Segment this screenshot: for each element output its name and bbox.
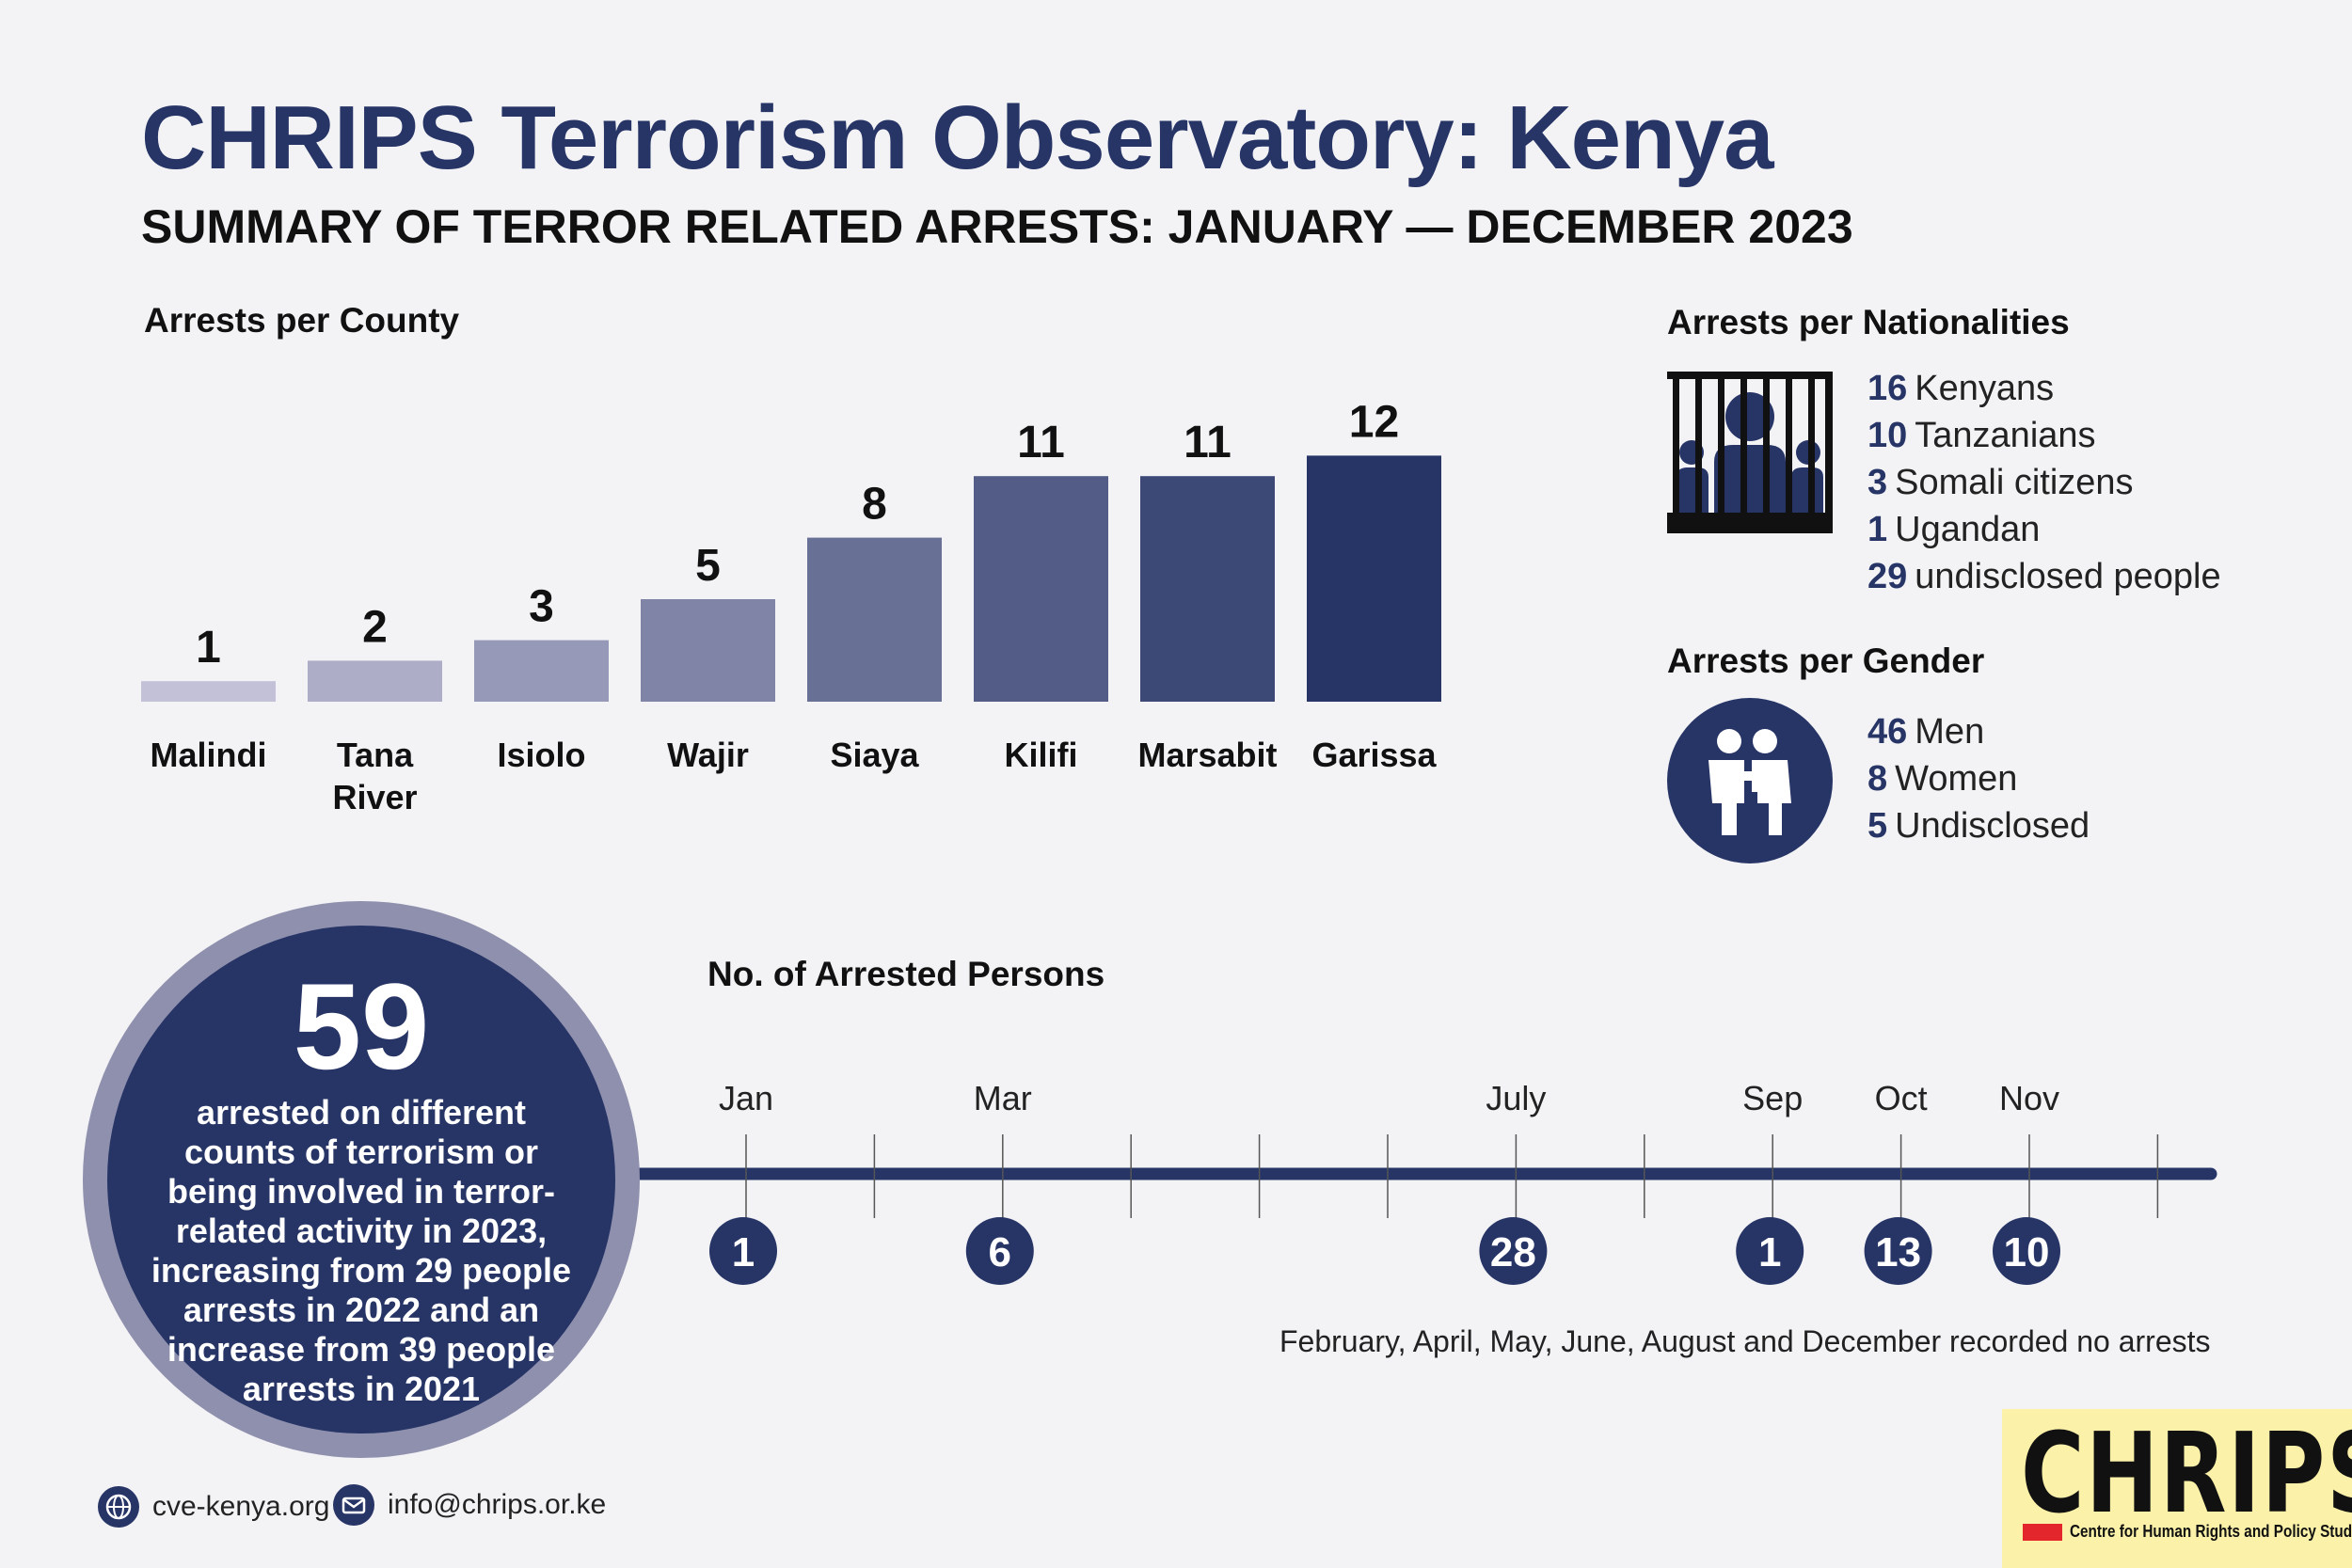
- gender-list: 46 Men 8 Women 5 Undisclosed: [1867, 708, 2090, 849]
- timeline-count-marker: [709, 1217, 777, 1285]
- logo-tagline: Centre for Human Rights and Policy Studi…: [2070, 1522, 2352, 1541]
- website-contact[interactable]: cve-kenya.org: [98, 1486, 329, 1528]
- county-category-label: Marsabit: [1137, 736, 1277, 774]
- timeline-count-label: 28: [1490, 1229, 1536, 1275]
- chrips-logo: CHRIPS Centre for Human Rights and Polic…: [2002, 1409, 2352, 1568]
- nationality-item: 1 Ugandan: [1867, 510, 2041, 549]
- county-bar-value-label: 11: [1184, 418, 1232, 467]
- timeline-count-marker: [1736, 1217, 1804, 1285]
- nationalities-list: 16 Kenyans 10 Tanzanians 3 Somali citizens …: [1867, 365, 2221, 600]
- county-bar: [308, 660, 442, 702]
- globe-icon: [98, 1486, 139, 1528]
- timeline-month-label: Oct: [1875, 1079, 1928, 1117]
- gender-heading: Arrests per Gender: [1667, 641, 1985, 680]
- county-bar: [1140, 476, 1275, 702]
- county-bar-value-label: 2: [362, 602, 388, 652]
- timeline-count-label: 13: [1875, 1229, 1921, 1275]
- timeline-month-label: Nov: [1999, 1079, 2059, 1117]
- county-bar-value-label: 3: [529, 582, 554, 632]
- summary-inner-circle: 59 arrested on different counts of terro…: [107, 926, 615, 1433]
- logo-wordmark: CHRIPS: [2021, 1408, 2352, 1538]
- email-contact[interactable]: info@chrips.or.ke: [333, 1484, 606, 1526]
- county-bar-value-label: 8: [862, 480, 887, 530]
- no-arrests-note: February, April, May, June, August and D…: [1279, 1324, 2211, 1358]
- timeline-count-label: 6: [989, 1229, 1011, 1275]
- gender-item: 46 Men: [1867, 712, 1985, 752]
- county-bar-value-label: 1: [196, 623, 221, 673]
- county-bar-value-label: 11: [1017, 418, 1065, 467]
- county-category-label: River: [332, 778, 417, 816]
- county-bar-value-label: 12: [1349, 397, 1399, 447]
- timeline-count-marker: [1479, 1217, 1548, 1285]
- page-title: CHRIPS Terrorism Observatory: Kenya: [141, 87, 1773, 188]
- county-bar: [974, 476, 1108, 702]
- county-category-label: Tana: [337, 736, 414, 774]
- timeline-heading: No. of Arrested Persons: [707, 955, 1105, 993]
- nationality-item: 16 Kenyans: [1867, 369, 2055, 408]
- nationality-item: 10 Tanzanians: [1867, 416, 2096, 455]
- envelope-icon: [333, 1484, 374, 1526]
- timeline-count-marker: [1864, 1217, 1932, 1285]
- county-category-label: Isiolo: [497, 736, 585, 774]
- county-category-label: Wajir: [667, 736, 749, 774]
- prison-bars-icon: [1667, 372, 1833, 533]
- timeline-month-label: Jan: [719, 1079, 773, 1117]
- county-bar: [1307, 455, 1441, 702]
- county-category-label: Kilifi: [1005, 736, 1078, 774]
- gender-item: 8 Women: [1867, 759, 2018, 799]
- timeline-month-label: Sep: [1742, 1079, 1803, 1117]
- timeline-count-marker: [1993, 1217, 2060, 1285]
- county-category-label: Siaya: [830, 736, 919, 774]
- summary-description: arrested on different counts of terroris…: [151, 1093, 572, 1408]
- page-subtitle: SUMMARY OF TERROR RELATED ARRESTS: JANUA…: [141, 200, 1853, 253]
- timeline-count-label: 1: [732, 1229, 755, 1275]
- logo-red-bar: [2023, 1524, 2062, 1541]
- timeline-count-label: 10: [2004, 1229, 2050, 1275]
- nationality-item: 3 Somali citizens: [1867, 463, 2134, 502]
- county-bar: [641, 599, 775, 702]
- county-bar: [474, 640, 609, 702]
- website-link[interactable]: cve-kenya.org: [152, 1491, 330, 1522]
- county-chart-heading: Arrests per County: [144, 301, 460, 340]
- timeline-count-marker: [965, 1217, 1034, 1285]
- county-category-label: Garissa: [1311, 736, 1437, 774]
- county-bar-value-label: 5: [695, 541, 721, 591]
- nationalities-heading: Arrests per Nationalities: [1667, 303, 2070, 341]
- summary-total-number: 59: [293, 958, 430, 1095]
- gender-people-icon: [1667, 698, 1833, 863]
- gender-item: 5 Undisclosed: [1867, 806, 2090, 846]
- nationality-item: 29 undisclosed people: [1867, 557, 2221, 596]
- county-category-label: Malindi: [151, 736, 267, 774]
- timeline-count-label: 1: [1758, 1229, 1781, 1275]
- timeline-month-label: Mar: [974, 1079, 1032, 1117]
- county-bar: [807, 537, 942, 702]
- timeline-month-label: July: [1486, 1079, 1546, 1117]
- county-bar: [141, 681, 276, 702]
- summary-circle: 59 arrested on different counts of terro…: [83, 901, 640, 1458]
- email-link[interactable]: info@chrips.or.ke: [388, 1489, 607, 1520]
